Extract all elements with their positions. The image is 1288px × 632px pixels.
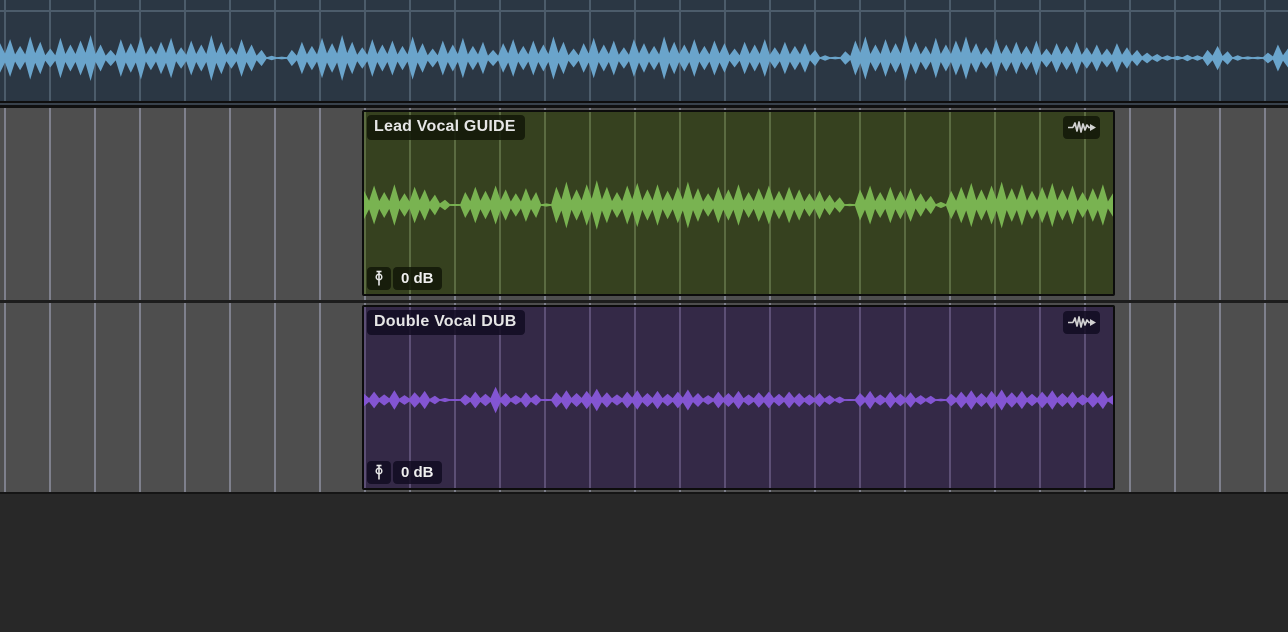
clip-gain-controls: 0 dB: [367, 267, 442, 290]
clip-gain-fader-button[interactable]: [367, 267, 391, 290]
clip-name-label[interactable]: Lead Vocal GUIDE: [367, 115, 525, 140]
waveform-lead-vocal-guide: [364, 180, 1113, 230]
fader-icon: [375, 464, 383, 480]
audio-track-lane-1[interactable]: [0, 0, 1288, 101]
fader-icon: [375, 270, 383, 286]
waveform-track-1: [0, 35, 1288, 81]
track-divider: [0, 300, 1288, 303]
waveform-double-vocal-dub: [364, 386, 1113, 414]
audio-clip-double-vocal-dub[interactable]: Double Vocal DUB 0 dB: [362, 305, 1115, 490]
empty-workspace[interactable]: [0, 492, 1288, 632]
clip-effects-button[interactable]: [1063, 311, 1100, 334]
audio-clip-lead-vocal-guide[interactable]: Lead Vocal GUIDE 0 dB: [362, 110, 1115, 296]
clip-name-label[interactable]: Double Vocal DUB: [367, 310, 526, 335]
clip-effects-button[interactable]: [1063, 116, 1100, 139]
track-divider: [0, 101, 1288, 108]
audio-track-lane-3[interactable]: Double Vocal DUB 0 dB: [0, 303, 1288, 492]
horizontal-grid-line: [0, 10, 1288, 12]
clip-gain-value[interactable]: 0 dB: [393, 461, 442, 484]
clip-gain-fader-button[interactable]: [367, 461, 391, 484]
waveform-arrow-icon: [1067, 121, 1096, 133]
audio-track-lane-2[interactable]: Lead Vocal GUIDE 0 dB: [0, 108, 1288, 300]
waveform-arrow-icon: [1067, 316, 1096, 328]
clip-gain-value[interactable]: 0 dB: [393, 267, 442, 290]
clip-gain-controls: 0 dB: [367, 461, 442, 484]
